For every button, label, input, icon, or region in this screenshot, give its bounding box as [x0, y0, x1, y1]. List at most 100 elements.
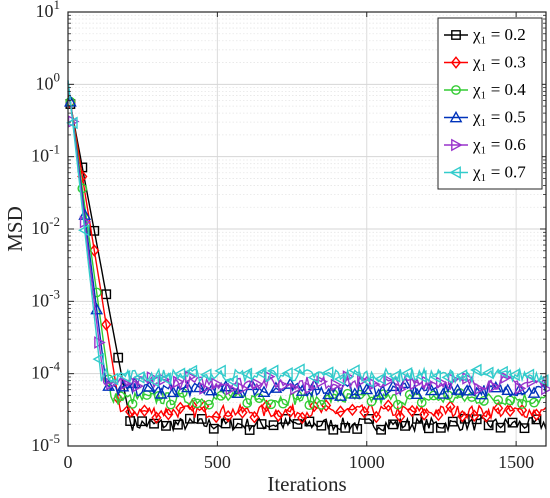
triangle-right-marker [395, 382, 407, 396]
triangle-up-marker [166, 385, 180, 398]
triangle-left-marker [400, 367, 413, 380]
diamond-marker [493, 401, 504, 415]
diamond-marker [481, 410, 492, 423]
triangle-right-marker [500, 371, 513, 385]
y-tick-label-exponent: -4 [49, 359, 60, 374]
diamond-marker [407, 404, 418, 418]
square-marker [376, 424, 386, 435]
diamond-marker [433, 408, 444, 422]
diamond-marker [237, 406, 248, 419]
y-tick-label-base: 10 [31, 435, 49, 455]
diamond-marker [297, 411, 308, 425]
square-marker [173, 419, 183, 430]
triangle-left-marker [307, 371, 320, 384]
circle-marker [478, 396, 489, 406]
square-marker [483, 420, 494, 431]
x-axis-label: Iterations [267, 472, 346, 496]
triangle-left-marker [214, 364, 226, 378]
y-tick-label-base: 10 [31, 290, 49, 310]
triangle-right-marker [474, 382, 486, 396]
triangle-left-marker [254, 366, 267, 380]
triangle-right-marker [132, 379, 144, 393]
y-tick-label-exponent: -3 [49, 286, 60, 301]
triangle-right-marker [211, 377, 223, 391]
series-6 [66, 79, 549, 389]
diamond-marker [89, 244, 100, 257]
triangle-up-marker [436, 387, 450, 399]
diamond-marker [101, 318, 112, 331]
legend: χ₁ = 0.2 χ₁ = 0.3 χ₁ = 0.4 χ₁ = 0.5 χ₁ = 0.6… [437, 17, 543, 190]
triangle-right-marker [330, 378, 343, 392]
circle-marker [242, 398, 253, 408]
square-marker [292, 419, 303, 429]
triangle-right-marker [94, 336, 106, 349]
triangle-left-marker [199, 368, 212, 382]
diamond-marker [285, 405, 296, 419]
legend-entry: χ₁ = 0.6 [444, 135, 526, 154]
triangle-up-marker [154, 387, 168, 399]
triangle-left-marker [78, 223, 90, 237]
diamond-marker [450, 56, 462, 69]
diamond-marker [419, 408, 430, 421]
triangle-up-marker [398, 376, 412, 389]
y-tick-label-base: 10 [31, 218, 49, 238]
circle-marker [316, 399, 327, 410]
triangle-left-marker [147, 374, 159, 388]
diamond-marker [125, 405, 136, 419]
triangle-up-marker [475, 387, 488, 400]
triangle-up-marker [463, 383, 476, 396]
diamond-marker [335, 405, 346, 418]
y-tick-label-exponent: -2 [49, 214, 60, 229]
square-marker [388, 419, 398, 430]
y-tick-label-base: 10 [36, 73, 54, 93]
y-tick-label-base: 10 [31, 363, 49, 383]
y-axis-label: MSD [3, 206, 27, 252]
square-marker [232, 418, 243, 429]
legend-entry: χ₁ = 0.7 [444, 163, 526, 182]
square-marker [495, 422, 506, 433]
triangle-left-marker [496, 365, 508, 379]
square-marker [340, 422, 351, 433]
triangle-right-marker [488, 380, 501, 393]
y-tick-label: 10-1 [31, 142, 60, 166]
series-layer [64, 79, 550, 435]
triangle-up-marker [527, 386, 541, 398]
square-marker [113, 352, 124, 363]
triangle-left-marker [321, 366, 334, 380]
diamond-marker [505, 404, 516, 418]
triangle-left-marker [281, 366, 293, 380]
x-tick-label: 0 [64, 452, 73, 472]
triangle-left-marker [455, 369, 468, 382]
series-2 [65, 87, 547, 425]
triangle-left-marker [362, 375, 375, 389]
circle-marker [266, 399, 277, 410]
legend-entry: χ₁ = 0.4 [444, 80, 526, 99]
triangle-right-marker [514, 381, 527, 395]
triangle-left-marker [481, 366, 494, 380]
triangle-left-marker [522, 368, 535, 382]
triangle-left-marker [240, 367, 253, 381]
diamond-marker [249, 410, 260, 424]
diamond-marker [469, 409, 480, 423]
circle-marker [204, 399, 214, 410]
triangle-right-marker [225, 382, 238, 396]
legend-label: χ₁ = 0.4 [472, 80, 526, 99]
legend-label: χ₁ = 0.7 [472, 163, 526, 182]
triangle-up-marker [372, 388, 386, 400]
triangle-left-marker [536, 374, 549, 387]
triangle-up-marker [205, 383, 218, 396]
diamond-marker [175, 401, 186, 415]
square-marker [519, 423, 530, 434]
legend-label: χ₁ = 0.3 [472, 53, 526, 72]
square-marker [352, 424, 363, 434]
y-tick-label: 101 [36, 0, 61, 21]
triangle-left-marker [415, 370, 427, 383]
y-tick-label: 100 [36, 69, 61, 93]
triangle-up-marker [449, 110, 463, 123]
square-marker [451, 30, 461, 40]
diamond-marker [211, 410, 222, 424]
legend-label: χ₁ = 0.6 [472, 135, 526, 154]
y-tick-label: 10-2 [31, 214, 60, 238]
triangle-left-marker [66, 116, 78, 130]
